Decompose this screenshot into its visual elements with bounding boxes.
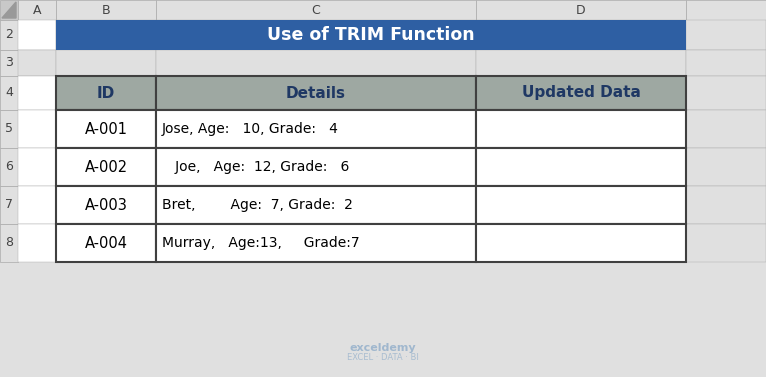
Bar	[156, 148, 476, 186]
Bar	[686, 110, 766, 148]
Text: exceldemy: exceldemy	[350, 343, 416, 353]
Bar	[686, 76, 766, 110]
Polygon shape	[2, 2, 16, 18]
Bar	[0, 0, 18, 20]
Text: ID: ID	[97, 86, 115, 101]
Text: 6: 6	[5, 161, 13, 173]
Bar	[686, 0, 766, 20]
Bar	[686, 20, 766, 50]
Bar	[18, 50, 56, 76]
Bar	[56, 186, 156, 224]
Bar	[156, 110, 476, 148]
Bar	[18, 186, 56, 224]
Text: 3: 3	[5, 57, 13, 69]
Bar	[56, 76, 156, 110]
Text: EXCEL · DATA · BI: EXCEL · DATA · BI	[347, 354, 419, 363]
Bar	[56, 224, 156, 262]
Bar	[476, 224, 686, 262]
Bar	[56, 20, 156, 50]
Bar	[476, 148, 686, 186]
Text: 2: 2	[5, 29, 13, 41]
Text: Updated Data: Updated Data	[522, 86, 640, 101]
Bar	[156, 0, 476, 20]
Bar	[18, 0, 56, 20]
Bar	[56, 224, 156, 262]
Bar	[56, 50, 156, 76]
Bar	[156, 224, 476, 262]
Bar	[56, 148, 156, 186]
Text: Murray,   Age:13,     Grade:7: Murray, Age:13, Grade:7	[162, 236, 359, 250]
Text: C: C	[312, 3, 320, 17]
Bar	[156, 50, 476, 76]
Bar	[476, 110, 686, 148]
Bar	[18, 110, 56, 148]
Bar	[476, 0, 686, 20]
Bar	[18, 148, 56, 186]
Bar	[476, 50, 686, 76]
Bar	[18, 20, 56, 50]
Text: A-002: A-002	[84, 159, 128, 175]
Bar	[476, 76, 686, 110]
Bar	[0, 148, 18, 186]
Bar	[686, 186, 766, 224]
Text: Details: Details	[286, 86, 346, 101]
Text: A-004: A-004	[84, 236, 127, 250]
Bar	[0, 76, 18, 110]
Bar	[476, 148, 686, 186]
Bar	[156, 186, 476, 224]
Bar	[476, 186, 686, 224]
Bar	[156, 186, 476, 224]
Text: A: A	[33, 3, 41, 17]
Text: D: D	[576, 3, 586, 17]
Bar	[476, 76, 686, 110]
Text: A-001: A-001	[84, 121, 127, 136]
Bar	[56, 148, 156, 186]
Bar	[476, 224, 686, 262]
Text: Joe,   Age:  12, Grade:   6: Joe, Age: 12, Grade: 6	[162, 160, 349, 174]
Text: A-003: A-003	[84, 198, 127, 213]
Text: B: B	[102, 3, 110, 17]
Bar	[476, 20, 686, 50]
Bar	[0, 50, 18, 76]
Bar	[476, 186, 686, 224]
Bar	[156, 20, 476, 50]
Bar	[56, 110, 156, 148]
Bar	[56, 20, 686, 50]
Bar	[0, 186, 18, 224]
Text: 8: 8	[5, 236, 13, 250]
Bar	[56, 186, 156, 224]
Bar	[0, 110, 18, 148]
Bar	[156, 76, 476, 110]
Text: Jose, Age:   10, Grade:   4: Jose, Age: 10, Grade: 4	[162, 122, 339, 136]
Bar	[56, 76, 156, 110]
Bar	[0, 224, 18, 262]
Bar	[686, 148, 766, 186]
Bar	[156, 148, 476, 186]
Bar	[56, 110, 156, 148]
Bar	[18, 76, 56, 110]
Bar	[156, 76, 476, 110]
Bar	[476, 110, 686, 148]
Bar	[18, 224, 56, 262]
Bar	[0, 20, 18, 50]
Bar	[56, 0, 156, 20]
Text: Use of TRIM Function: Use of TRIM Function	[267, 26, 475, 44]
Bar	[686, 50, 766, 76]
Bar	[686, 224, 766, 262]
Bar	[156, 110, 476, 148]
Text: 5: 5	[5, 123, 13, 135]
Text: 7: 7	[5, 199, 13, 211]
Text: Bret,        Age:  7, Grade:  2: Bret, Age: 7, Grade: 2	[162, 198, 353, 212]
Bar	[156, 224, 476, 262]
Text: 4: 4	[5, 86, 13, 100]
